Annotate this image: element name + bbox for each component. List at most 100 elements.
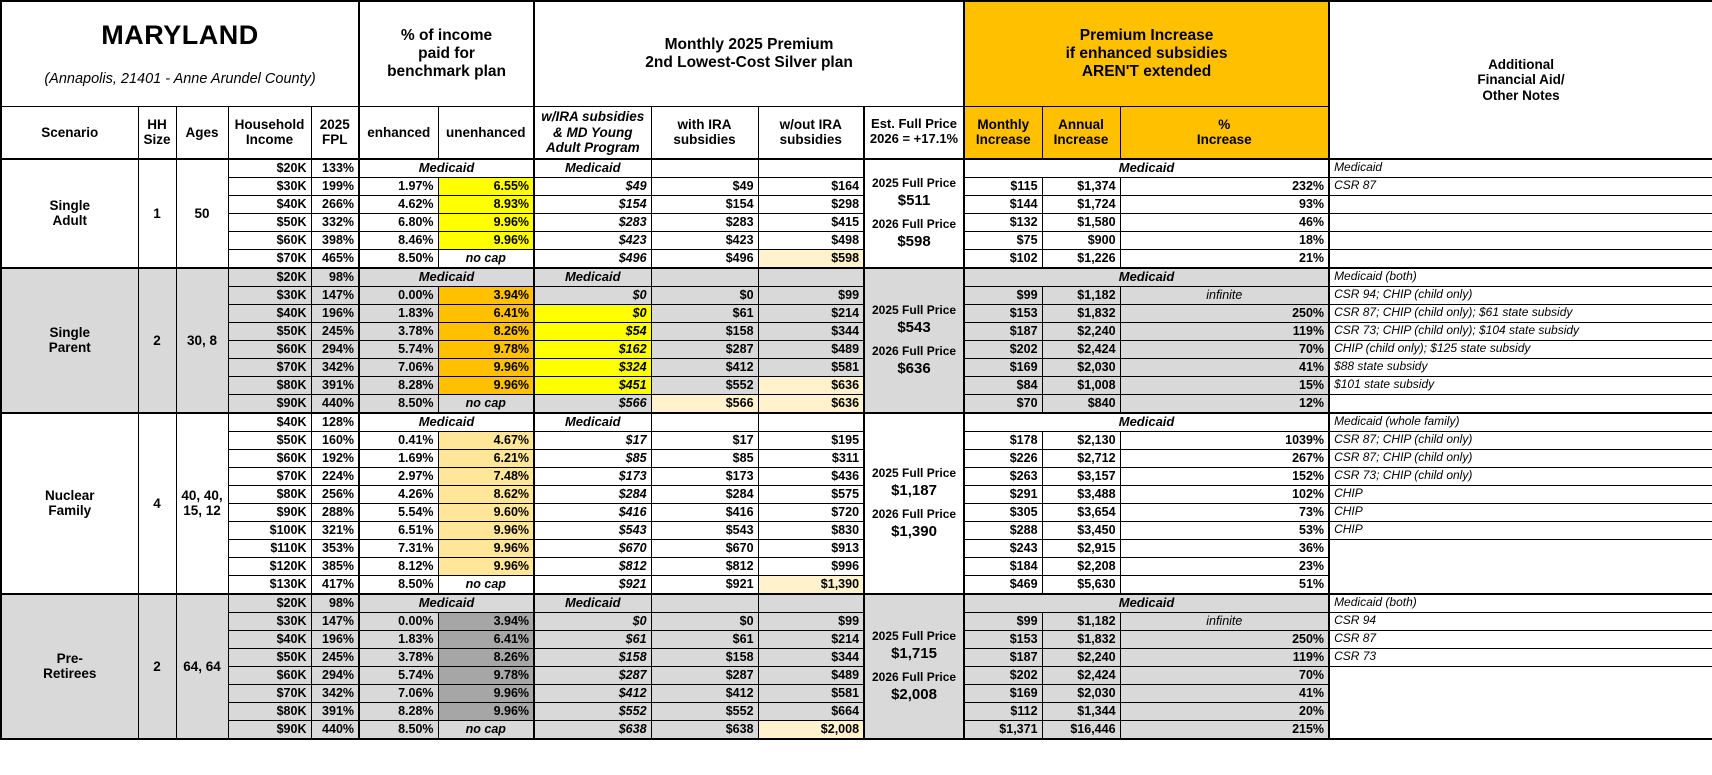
premium-wout-ira-cell: $99	[757, 285, 865, 305]
notes-cell: Medicaid (both)	[1328, 266, 1712, 287]
pct-increase-cell: 70%	[1119, 339, 1330, 359]
notes-cell	[1328, 702, 1712, 721]
income-cell: $60K	[227, 448, 312, 468]
monthly-increase-cell: $263	[963, 466, 1043, 486]
enhanced-cell: 6.51%	[358, 520, 439, 540]
premium-wout-ira-cell: $913	[757, 538, 865, 558]
notes-cell: Medicaid (both)	[1328, 592, 1712, 613]
premium-table: MARYLAND (Annapolis, 21401 - Anne Arunde…	[0, 0, 1712, 740]
fpl-cell: 133%	[310, 157, 360, 178]
monthly-increase-cell: $202	[963, 665, 1043, 685]
income-cell: $40K	[227, 303, 312, 323]
fpl-cell: 245%	[310, 647, 360, 667]
pct-increase-cell: 119%	[1119, 647, 1330, 667]
group-header-premium: Monthly 2025 Premium 2nd Lowest-Cost Sil…	[533, 0, 965, 107]
enhanced-cell: 8.50%	[358, 393, 439, 414]
full-price-cell: 2025 Full Price $1,187 2026 Full Price $1,3…	[863, 411, 965, 595]
page-subtitle: (Annapolis, 21401 - Anne Arundel County)	[44, 70, 316, 87]
premium-with-ira-cell: $158	[650, 647, 759, 667]
annual-increase-cell: $1,344	[1041, 701, 1121, 721]
full-price-2025-value: $1,715	[891, 644, 937, 662]
monthly-increase-cell: $112	[963, 701, 1043, 721]
full-price-2025-label: 2025 Full Price	[872, 302, 957, 317]
premium-wout-ira-cell: $99	[757, 611, 865, 631]
hh-size-cell: 4	[137, 411, 177, 595]
unenhanced-cell: 9.96%	[437, 701, 535, 721]
annual-increase-cell: $2,030	[1041, 683, 1121, 703]
pct-increase-cell: infinite	[1119, 611, 1330, 631]
annual-increase-cell: $1,374	[1041, 176, 1121, 196]
fpl-cell: 440%	[310, 719, 360, 740]
notes-cell	[1328, 720, 1712, 739]
annual-increase-cell: $2,424	[1041, 665, 1121, 685]
income-cell: $20K	[227, 266, 312, 287]
pct-increase-cell: 232%	[1119, 176, 1330, 196]
annual-increase-cell: $2,424	[1041, 339, 1121, 359]
income-cell: $80K	[227, 701, 312, 721]
benchmark-medicaid-cell: Medicaid	[358, 411, 535, 432]
header-col-unenhanced: unenhanced	[437, 105, 535, 160]
hh-size-cell: 2	[137, 266, 177, 414]
premium-wout-ira-cell: $664	[757, 701, 865, 721]
notes-cell: CHIP	[1328, 503, 1712, 522]
full-price-cell: 2025 Full Price $543 2026 Full Price $636	[863, 266, 965, 414]
pct-increase-cell: 46%	[1119, 212, 1330, 232]
header-col-scenario: Scenario	[0, 105, 139, 160]
fpl-cell: 196%	[310, 629, 360, 649]
premium-wout-ira-cell: $415	[757, 212, 865, 232]
premium-wira-cell: $324	[533, 357, 652, 377]
income-cell: $70K	[227, 248, 312, 269]
premium-with-ira-cell: $154	[650, 194, 759, 214]
annual-increase-cell: $840	[1041, 393, 1121, 414]
increase-medicaid-cell: Medicaid	[963, 411, 1330, 432]
notes-cell	[1328, 557, 1712, 576]
premium-wira-cell: $423	[533, 230, 652, 250]
hh-size-cell: 1	[137, 157, 177, 269]
page-title: MARYLAND	[101, 20, 259, 51]
notes-cell	[1328, 666, 1712, 685]
income-cell: $70K	[227, 357, 312, 377]
full-price-2025-value: $1,187	[891, 481, 937, 499]
pct-increase-cell: 73%	[1119, 502, 1330, 522]
notes-cell: $88 state subsidy	[1328, 358, 1712, 377]
premium-with-ira-cell: $552	[650, 375, 759, 395]
pct-increase-cell: 21%	[1119, 248, 1330, 269]
fpl-cell: 391%	[310, 375, 360, 395]
fpl-cell: 353%	[310, 538, 360, 558]
pct-increase-cell: 215%	[1119, 719, 1330, 740]
header-col-wout-ira: w/out IRA subsidies	[757, 105, 865, 160]
scenario-cell: Single Parent	[0, 266, 139, 414]
pct-increase-cell: 23%	[1119, 556, 1330, 576]
enhanced-cell: 3.78%	[358, 647, 439, 667]
ages-cell: 64, 64	[175, 592, 229, 740]
pct-increase-cell: 70%	[1119, 665, 1330, 685]
unenhanced-cell: 7.48%	[437, 466, 535, 486]
annual-increase-cell: $1,724	[1041, 194, 1121, 214]
annual-increase-cell: $1,226	[1041, 248, 1121, 269]
premium-with-ira-cell: $0	[650, 611, 759, 631]
pct-increase-cell: 267%	[1119, 448, 1330, 468]
premium-wout-ira-cell: $1,390	[757, 574, 865, 595]
pct-increase-cell: 102%	[1119, 484, 1330, 504]
premium-wout-ira-cell: $195	[757, 430, 865, 450]
fpl-cell: 385%	[310, 556, 360, 576]
premium-wout-ira-cell: $636	[757, 393, 865, 414]
monthly-increase-cell: $169	[963, 683, 1043, 703]
unenhanced-cell: 3.94%	[437, 611, 535, 631]
group-header-increase: Premium Increase if enhanced subsidies A…	[963, 0, 1330, 107]
premium-with-ira-cell: $0	[650, 285, 759, 305]
unenhanced-cell: no cap	[437, 574, 535, 595]
income-cell: $100K	[227, 520, 312, 540]
premium-with-ira-cell: $287	[650, 339, 759, 359]
annual-increase-cell: $1,008	[1041, 375, 1121, 395]
premium-wira-cell: $162	[533, 339, 652, 359]
fpl-cell: 256%	[310, 484, 360, 504]
premium-with-ira-cell: $284	[650, 484, 759, 504]
full-price-2026-value: $598	[897, 232, 931, 250]
income-cell: $60K	[227, 339, 312, 359]
pct-increase-cell: 51%	[1119, 574, 1330, 595]
header-col-hh-size: HH Size	[137, 105, 177, 160]
notes-cell: CSR 87; CHIP (child only); $61 state sub…	[1328, 304, 1712, 323]
unenhanced-cell: no cap	[437, 719, 535, 740]
